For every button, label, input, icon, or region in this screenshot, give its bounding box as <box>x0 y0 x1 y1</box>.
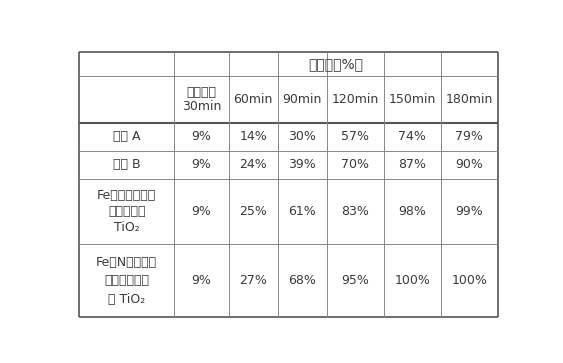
Text: 25%: 25% <box>239 205 267 218</box>
Text: 180min: 180min <box>446 93 493 106</box>
Text: 120min: 120min <box>332 93 379 106</box>
Text: 纳米包裹型: 纳米包裹型 <box>108 205 145 218</box>
Text: 61%: 61% <box>288 205 316 218</box>
Text: 39%: 39% <box>288 158 316 171</box>
Text: 74%: 74% <box>399 130 426 143</box>
Text: 100%: 100% <box>452 274 488 287</box>
Text: Fe、掺杂的无序: Fe、掺杂的无序 <box>97 189 157 202</box>
Text: 100%: 100% <box>394 274 430 287</box>
Text: 87%: 87% <box>398 158 426 171</box>
Text: 粉末 B: 粉末 B <box>113 158 141 171</box>
Text: 95%: 95% <box>341 274 369 287</box>
Text: 9%: 9% <box>191 205 212 218</box>
Text: 57%: 57% <box>341 130 369 143</box>
Text: 79%: 79% <box>455 130 484 143</box>
Text: 68%: 68% <box>288 274 316 287</box>
Text: 83%: 83% <box>341 205 369 218</box>
Text: 30min: 30min <box>182 100 221 113</box>
Text: 型 TiO₂: 型 TiO₂ <box>108 293 145 306</box>
Text: 无序纳米包裹: 无序纳米包裹 <box>104 274 149 287</box>
Text: 27%: 27% <box>239 274 267 287</box>
Text: 60min: 60min <box>234 93 273 106</box>
Text: 9%: 9% <box>191 274 212 287</box>
Text: 粉末 A: 粉末 A <box>113 130 140 143</box>
Text: Fe、N共掺杂的: Fe、N共掺杂的 <box>96 256 157 269</box>
Text: 30%: 30% <box>288 130 316 143</box>
Text: TiO₂: TiO₂ <box>114 221 140 234</box>
Text: 9%: 9% <box>191 158 212 171</box>
Text: 90%: 90% <box>455 158 484 171</box>
Text: 9%: 9% <box>191 130 212 143</box>
Text: 黑暗吸附: 黑暗吸附 <box>186 86 217 99</box>
Text: 99%: 99% <box>455 205 483 218</box>
Text: 14%: 14% <box>239 130 267 143</box>
Text: 150min: 150min <box>388 93 436 106</box>
Text: 降解率（%）: 降解率（%） <box>309 57 364 71</box>
Text: 24%: 24% <box>239 158 267 171</box>
Text: 70%: 70% <box>341 158 369 171</box>
Text: 90min: 90min <box>283 93 322 106</box>
Text: 98%: 98% <box>399 205 426 218</box>
